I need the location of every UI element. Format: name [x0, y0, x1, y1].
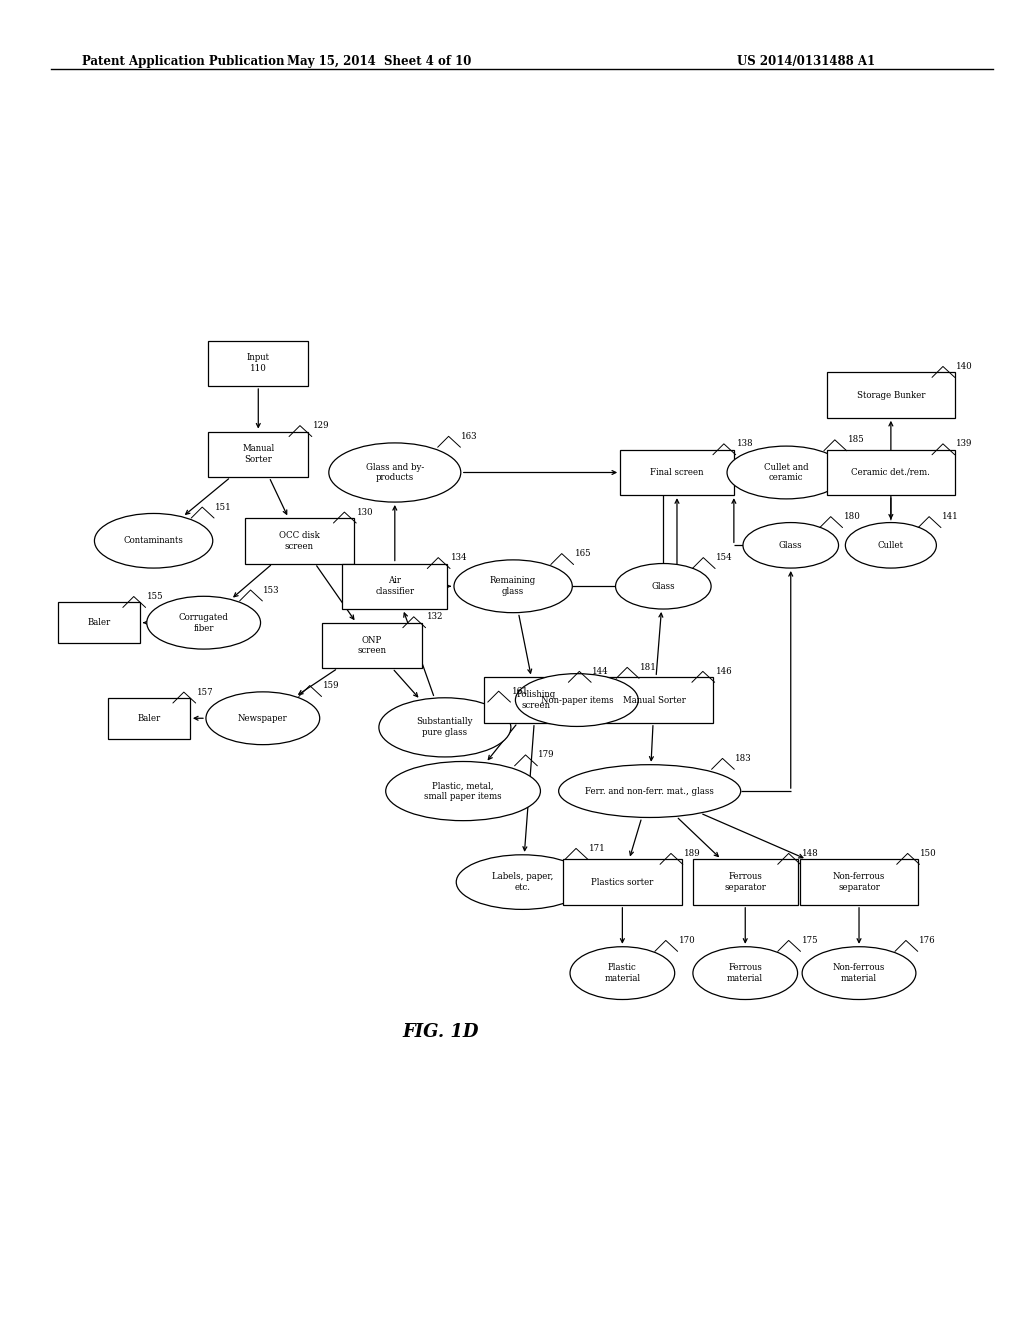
- Text: Glass: Glass: [651, 582, 675, 591]
- Text: May 15, 2014  Sheet 4 of 10: May 15, 2014 Sheet 4 of 10: [287, 55, 471, 69]
- Text: 139: 139: [955, 440, 972, 449]
- Ellipse shape: [570, 946, 675, 999]
- Ellipse shape: [329, 444, 461, 502]
- Text: 146: 146: [716, 667, 732, 676]
- Text: Final screen: Final screen: [650, 469, 703, 477]
- Ellipse shape: [615, 564, 711, 609]
- FancyBboxPatch shape: [342, 564, 447, 609]
- Text: Corrugated
fiber: Corrugated fiber: [179, 612, 228, 632]
- Text: 179: 179: [539, 750, 555, 759]
- FancyBboxPatch shape: [827, 372, 954, 418]
- FancyBboxPatch shape: [322, 623, 422, 668]
- Text: 176: 176: [919, 936, 935, 945]
- Text: Polishing
screen: Polishing screen: [516, 690, 555, 710]
- Text: 138: 138: [736, 440, 754, 449]
- FancyBboxPatch shape: [483, 677, 588, 723]
- FancyBboxPatch shape: [208, 432, 308, 477]
- FancyBboxPatch shape: [800, 859, 919, 904]
- Text: Glass: Glass: [779, 541, 803, 550]
- Text: Air
classifier: Air classifier: [375, 577, 415, 597]
- Text: Ferrous
material: Ferrous material: [727, 964, 763, 983]
- Ellipse shape: [206, 692, 319, 744]
- Text: Baler: Baler: [87, 618, 111, 627]
- Text: Ceramic det./rem.: Ceramic det./rem.: [851, 469, 931, 477]
- Text: Storage Bunker: Storage Bunker: [857, 391, 925, 400]
- Text: Plastic
material: Plastic material: [604, 964, 640, 983]
- Ellipse shape: [727, 446, 846, 499]
- Ellipse shape: [386, 762, 541, 821]
- Text: Non-paper items: Non-paper items: [541, 696, 613, 705]
- Text: Ferrous
separator: Ferrous separator: [724, 873, 766, 892]
- Text: 180: 180: [844, 512, 860, 521]
- Ellipse shape: [454, 560, 572, 612]
- Text: 148: 148: [802, 849, 818, 858]
- Ellipse shape: [559, 764, 740, 817]
- Ellipse shape: [846, 523, 936, 568]
- Ellipse shape: [802, 946, 915, 999]
- Text: 183: 183: [735, 754, 752, 763]
- Text: Newspaper: Newspaper: [238, 714, 288, 723]
- Text: 159: 159: [323, 681, 339, 690]
- Ellipse shape: [94, 513, 213, 568]
- Text: 129: 129: [312, 421, 330, 430]
- Text: Ferr. and non-ferr. mat., glass: Ferr. and non-ferr. mat., glass: [586, 787, 714, 796]
- FancyBboxPatch shape: [109, 698, 190, 739]
- Text: 154: 154: [716, 553, 732, 562]
- Ellipse shape: [515, 673, 638, 726]
- Text: Plastic, metal,
small paper items: Plastic, metal, small paper items: [424, 781, 502, 801]
- Text: 171: 171: [589, 843, 605, 853]
- Text: Input
110: Input 110: [247, 354, 269, 374]
- Text: 170: 170: [679, 936, 695, 945]
- Text: 134: 134: [451, 553, 468, 562]
- Text: FIG. 1D: FIG. 1D: [402, 1023, 478, 1041]
- Text: 181: 181: [640, 663, 656, 672]
- Text: 141: 141: [942, 512, 958, 521]
- Text: Non-ferrous
material: Non-ferrous material: [833, 964, 885, 983]
- Text: 155: 155: [146, 591, 163, 601]
- Text: 157: 157: [197, 688, 213, 697]
- Text: Labels, paper,
etc.: Labels, paper, etc.: [492, 873, 553, 892]
- Text: 153: 153: [263, 586, 280, 594]
- Text: 130: 130: [357, 508, 374, 516]
- Text: ONP
screen: ONP screen: [357, 635, 386, 655]
- FancyBboxPatch shape: [245, 517, 354, 564]
- Text: Contaminants: Contaminants: [124, 536, 183, 545]
- Text: Non-ferrous
separator: Non-ferrous separator: [833, 873, 885, 892]
- Text: OCC disk
screen: OCC disk screen: [279, 531, 319, 550]
- Ellipse shape: [146, 597, 260, 649]
- Text: 144: 144: [592, 667, 608, 676]
- Ellipse shape: [743, 523, 839, 568]
- Text: 140: 140: [955, 362, 973, 371]
- FancyBboxPatch shape: [563, 859, 682, 904]
- Ellipse shape: [457, 855, 588, 909]
- FancyBboxPatch shape: [693, 859, 798, 904]
- FancyBboxPatch shape: [58, 602, 140, 643]
- Text: Manual Sorter: Manual Sorter: [623, 696, 686, 705]
- Text: Patent Application Publication: Patent Application Publication: [82, 55, 285, 69]
- Text: Plastics sorter: Plastics sorter: [591, 878, 653, 887]
- Text: 151: 151: [215, 503, 231, 512]
- Text: Remaining
glass: Remaining glass: [490, 577, 537, 597]
- Text: 150: 150: [921, 849, 937, 858]
- Text: Manual
Sorter: Manual Sorter: [242, 445, 274, 465]
- Text: 175: 175: [802, 936, 818, 945]
- Text: Cullet: Cullet: [878, 541, 904, 550]
- Ellipse shape: [379, 698, 511, 756]
- Text: 165: 165: [574, 549, 591, 558]
- Text: 163: 163: [462, 432, 478, 441]
- Text: 189: 189: [684, 849, 700, 858]
- Text: Cullet and
ceramic: Cullet and ceramic: [764, 462, 809, 482]
- Text: Substantially
pure glass: Substantially pure glass: [417, 718, 473, 738]
- Text: 161: 161: [511, 686, 528, 696]
- Text: 185: 185: [848, 436, 864, 445]
- Text: Baler: Baler: [137, 714, 161, 723]
- Text: US 2014/0131488 A1: US 2014/0131488 A1: [737, 55, 876, 69]
- FancyBboxPatch shape: [827, 450, 954, 495]
- FancyBboxPatch shape: [621, 450, 734, 495]
- Text: Glass and by-
products: Glass and by- products: [366, 462, 424, 482]
- FancyBboxPatch shape: [595, 677, 714, 723]
- Text: 132: 132: [426, 612, 443, 622]
- Ellipse shape: [693, 946, 798, 999]
- FancyBboxPatch shape: [208, 341, 308, 385]
